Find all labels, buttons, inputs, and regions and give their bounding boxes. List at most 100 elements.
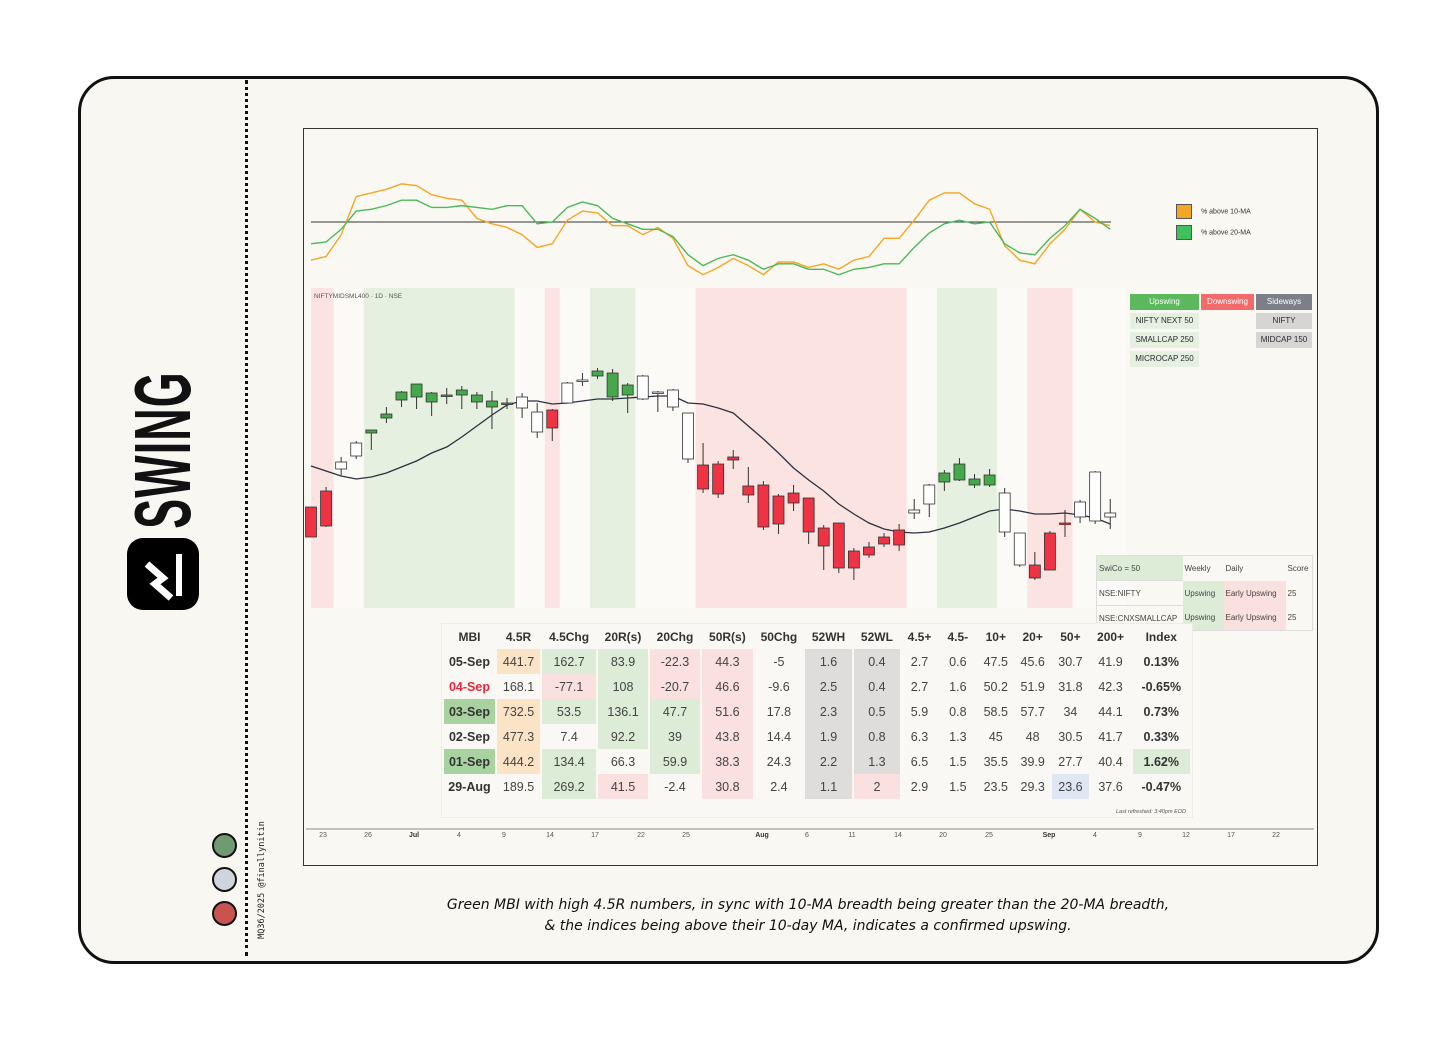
mbi-header: 4.5R — [505, 629, 532, 644]
mbi-row: 02-Sep 477.3 7.4 92.2 39 43.8 14.4 1.9 0.8 6.3 1.3… — [444, 724, 1190, 749]
candle-body — [320, 490, 332, 527]
candle-body — [335, 461, 348, 470]
candle-body — [1013, 532, 1026, 566]
candle-body — [380, 413, 393, 419]
candle-body — [440, 394, 453, 397]
candle-body — [727, 456, 740, 461]
mbi-cell: 42.3 — [1098, 679, 1123, 694]
candle-body — [847, 550, 860, 569]
candle-body — [1028, 564, 1041, 579]
mbi-cell: 30.5 — [1058, 729, 1083, 744]
mbi-cell: 51.9 — [1020, 679, 1045, 694]
mbi-cell: 37.6 — [1098, 779, 1123, 794]
x-tick-label: 23 — [319, 832, 327, 839]
mbi-cell: 7.4 — [560, 729, 578, 744]
mbi-cell: 1.6 — [805, 649, 852, 674]
brand-title-text: SWING — [118, 371, 207, 529]
mbi-row: 03-Sep 732.5 53.5 136.1 47.7 51.6 17.8 2.3 0.5 5.… — [444, 699, 1190, 724]
x-tick-label: 17 — [1227, 832, 1235, 839]
mbi-row: 01-Sep 444.2 134.4 66.3 59.9 38.3 24.3 2.2 1.3 6.… — [444, 749, 1190, 774]
swing-logo-icon — [127, 538, 199, 610]
upswing-item: NIFTY NEXT 50 — [1130, 313, 1199, 329]
mbi-header: Index — [1145, 629, 1177, 644]
mbi-cell: -22.3 — [650, 649, 700, 674]
mbi-cell: 2.7 — [910, 679, 929, 694]
mbi-header: 50+ — [1060, 629, 1081, 644]
swico-table: SwiCo = 50 Weekly Daily Score NSE:NIFTY … — [1096, 555, 1313, 631]
mbi-cell: 0.4 — [853, 674, 900, 699]
mbi-cell: 47.5 — [983, 654, 1008, 669]
x-tick-label: 22 — [637, 832, 645, 839]
swico-header: Score — [1285, 555, 1313, 581]
mbi-cell: 27.7 — [1058, 754, 1083, 769]
mbi-header: 20R(s) — [604, 629, 642, 644]
mbi-row: 29-Aug 189.5 269.2 41.5 -2.4 30.8 2.4 1.1 2 2.9 1.… — [444, 774, 1190, 799]
mbi-cell: 0.8 — [949, 704, 967, 719]
regime-band-neutral — [514, 288, 545, 608]
mbi-cell: 162.7 — [542, 649, 597, 674]
x-tick-label: 4 — [457, 832, 461, 839]
mbi-cell: 30.7 — [1058, 654, 1083, 669]
candle-body — [667, 389, 679, 408]
x-tick-label: 11 — [848, 832, 856, 839]
x-tick-label: 25 — [985, 832, 993, 839]
mbi-header: 4.5Chg — [549, 629, 590, 644]
swico-index: NSE:NIFTY — [1096, 580, 1183, 606]
mbi-cell: 441.7 — [496, 649, 541, 674]
candle-body — [1059, 522, 1071, 525]
candle-body — [757, 484, 770, 528]
mbi-cell: -77.1 — [542, 674, 597, 699]
swico-weekly: Upswing — [1182, 580, 1224, 606]
mbi-cell: 0.4 — [853, 649, 900, 674]
mbi-cell: 51.6 — [701, 699, 753, 724]
mbi-cell: 168.1 — [502, 679, 535, 694]
regime-band-up — [363, 288, 515, 608]
mbi-cell: 6.3 — [910, 729, 929, 744]
mbi-cell: 1.1 — [805, 774, 852, 799]
mbi-cell: 1.5 — [949, 754, 967, 769]
mbi-cell: 0.8 — [853, 724, 900, 749]
mbi-cell: 83.9 — [598, 649, 648, 674]
x-tick-label: 14 — [546, 832, 554, 839]
mbi-cell: -2.4 — [664, 779, 686, 794]
mbi-cell: 14.4 — [766, 729, 792, 744]
candle-body — [365, 429, 378, 434]
candle-body — [651, 391, 664, 394]
legend-item-10ma: % above 10-MA — [1176, 204, 1251, 219]
candle-body — [395, 391, 408, 401]
mbi-cell: 1.62% — [1132, 749, 1190, 774]
candle-body — [561, 382, 574, 404]
candle-body — [863, 546, 875, 556]
symbol-label: NIFTYMIDSML400 · 1D · NSE — [314, 293, 403, 300]
mbi-cell: 44.3 — [701, 649, 753, 674]
mbi-cell: 0.33% — [1143, 729, 1179, 744]
mbi-cell: 6.5 — [910, 754, 929, 769]
mbi-cell: 732.5 — [496, 699, 541, 724]
candle-body — [817, 527, 830, 547]
breadth-line-20ma — [310, 199, 1111, 276]
regime-band-neutral — [906, 288, 937, 608]
status-circle-green — [212, 833, 237, 858]
legend-label: % above 20-MA — [1201, 229, 1251, 237]
mbi-cell: 1.6 — [949, 679, 967, 694]
candle-body — [697, 464, 709, 490]
mbi-cell: -5 — [773, 654, 785, 669]
x-tick-label: 6 — [805, 832, 809, 839]
mbi-cell: 2.2 — [805, 749, 852, 774]
chart-canvas — [305, 183, 1314, 830]
mbi-header: 52WL — [860, 629, 893, 644]
candle-body — [983, 474, 996, 486]
candle-body — [682, 412, 694, 460]
downswing-header: Downswing — [1201, 294, 1254, 310]
mbi-cell: 48 — [1025, 729, 1040, 744]
mbi-cell: 269.2 — [542, 774, 597, 799]
regime-band-up — [936, 288, 998, 608]
candle-body — [350, 442, 363, 457]
x-tick-label: 9 — [502, 832, 506, 839]
swico-score: 25 — [1287, 588, 1297, 598]
upswing-header: Upswing — [1130, 294, 1199, 310]
mbi-grid: MBI 4.5R 4.5Chg 20R(s) 20Chg 50R(s) 50Chg 52WH 5… — [442, 624, 1192, 799]
candle-body — [486, 400, 498, 408]
candle-body — [953, 463, 966, 481]
candle-body — [893, 529, 906, 546]
